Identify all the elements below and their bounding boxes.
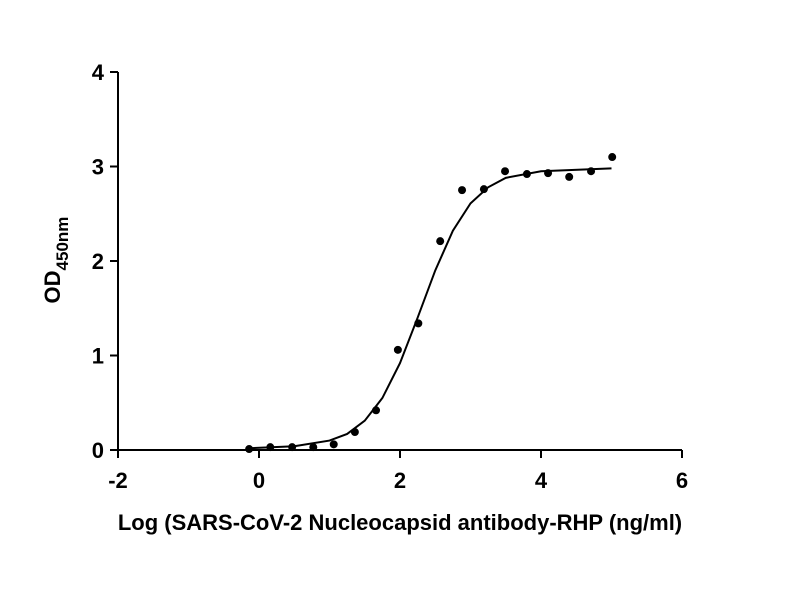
y-tick-label: 2 [92,249,104,274]
data-point [266,443,275,452]
data-point [608,153,617,162]
y-tick-label: 1 [92,344,104,369]
data-point [501,167,510,176]
data-point [587,167,596,176]
x-tick-label: 4 [535,468,548,493]
data-point [522,170,531,179]
x-axis-label: Log (SARS-CoV-2 Nucleocapsid antibody-RH… [118,510,682,535]
x-tick-label: 0 [253,468,265,493]
x-tick-label: 6 [676,468,688,493]
data-point [479,185,488,194]
x-tick-label: 2 [394,468,406,493]
data-point [329,440,338,449]
data-point [309,443,318,452]
data-point [544,169,553,178]
data-point [245,445,254,454]
data-point [436,237,445,246]
data-point [393,345,402,354]
y-axis-label: OD450nm [40,217,72,304]
data-point [350,428,359,437]
y-axis-label-sub: 450nm [53,217,72,271]
data-point [288,443,297,452]
data-point [372,406,381,415]
data-point [414,319,423,328]
data-point [458,186,467,195]
fit-curve [251,167,612,450]
y-tick-label: 4 [92,60,105,85]
x-tick-label: -2 [108,468,128,493]
y-axis-label-main: OD [40,270,65,303]
y-tick-label: 3 [92,155,104,180]
data-point [565,172,574,181]
y-tick-label: 0 [92,438,104,463]
